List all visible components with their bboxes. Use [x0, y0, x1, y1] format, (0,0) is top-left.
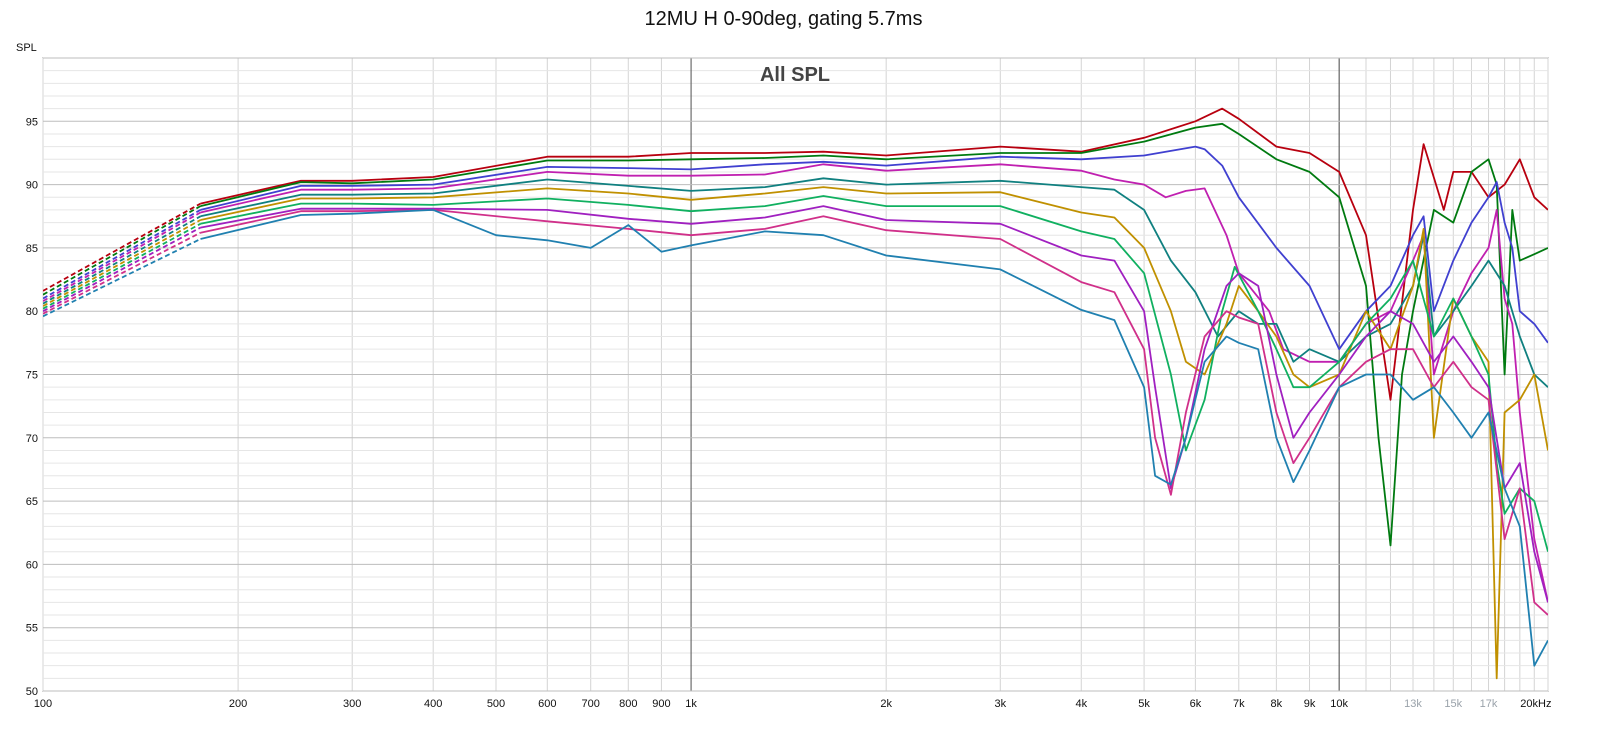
frequency-response-chart: 100 200 300 400 500 600 700 800 900 1k 2k 3k 4k 5k 6k 7… [26, 57, 1552, 710]
series-line-3 [200, 145, 1548, 351]
x-tick-label: 10k [1330, 698, 1348, 710]
y-axis-ticks: 50 55 60 65 70 75 80 85 90 95 [26, 116, 38, 698]
x-tick-label: 5k [1138, 698, 1150, 710]
x-tick-label: 600 [538, 698, 556, 710]
y-tick-label: 75 [26, 370, 38, 382]
y-tick-label: 50 [26, 686, 38, 698]
x-tick-label: 2k [880, 698, 892, 710]
y-tick-label: 80 [26, 306, 38, 318]
series-line-dashed-4 [43, 211, 201, 302]
y-tick-label: 85 [26, 243, 38, 255]
major-grid [43, 57, 1548, 692]
y-tick-label: 90 [26, 180, 38, 192]
chart-title: 12MU H 0-90deg, gating 5.7ms [644, 8, 923, 30]
x-tick-label: 700 [582, 698, 600, 710]
series-line-dashed-8 [43, 226, 201, 312]
x-tick-label: 3k [994, 698, 1006, 710]
x-tick-label: 6k [1190, 698, 1202, 710]
x-tick-label: 20kHz [1520, 698, 1551, 710]
series-line-dashed-9 [43, 231, 201, 315]
series-line-2 [200, 122, 1548, 547]
x-tick-label: 900 [652, 698, 670, 710]
series-line-dashed-5 [43, 215, 201, 305]
series-line-dashed-3 [43, 209, 201, 300]
series-line-5 [200, 177, 1548, 388]
x-tick-label: 13k [1404, 698, 1422, 710]
x-tick-label: 300 [343, 698, 361, 710]
y-tick-label: 55 [26, 623, 38, 635]
x-tick-label: 9k [1304, 698, 1316, 710]
x-tick-label: 400 [424, 698, 442, 710]
series-line-7 [200, 195, 1548, 552]
x-tick-label: 17k [1480, 698, 1498, 710]
series-line-dashed-6 [43, 219, 201, 307]
x-tick-label: 7k [1233, 698, 1245, 710]
x-tick-label: 500 [487, 698, 505, 710]
x-tick-label: 100 [34, 698, 52, 710]
x-tick-label: 800 [619, 698, 637, 710]
series-line-dashed-1 [43, 202, 201, 292]
x-tick-label: 1k [685, 698, 697, 710]
y-tick-label: 60 [26, 559, 38, 571]
series-line-10 [200, 209, 1548, 667]
series-group [43, 107, 1548, 680]
series-line-8 [200, 205, 1548, 603]
y-axis-label: SPL [16, 42, 37, 54]
series-line-dashed-2 [43, 205, 201, 296]
x-tick-label: 4k [1075, 698, 1087, 710]
series-line-9 [200, 209, 1548, 616]
series-line-dashed-10 [43, 238, 201, 318]
x-tick-label: 8k [1271, 698, 1283, 710]
x-tick-label: 200 [229, 698, 247, 710]
x-axis-ticks: 100 200 300 400 500 600 700 800 900 1k 2k 3k 4k 5k 6k 7… [34, 698, 1552, 710]
series-line-dashed-7 [43, 223, 201, 310]
x-tick-label: 15k [1444, 698, 1462, 710]
y-tick-label: 70 [26, 433, 38, 445]
panel-label: All SPL [760, 64, 830, 86]
y-tick-label: 65 [26, 496, 38, 508]
y-tick-label: 95 [26, 116, 38, 128]
